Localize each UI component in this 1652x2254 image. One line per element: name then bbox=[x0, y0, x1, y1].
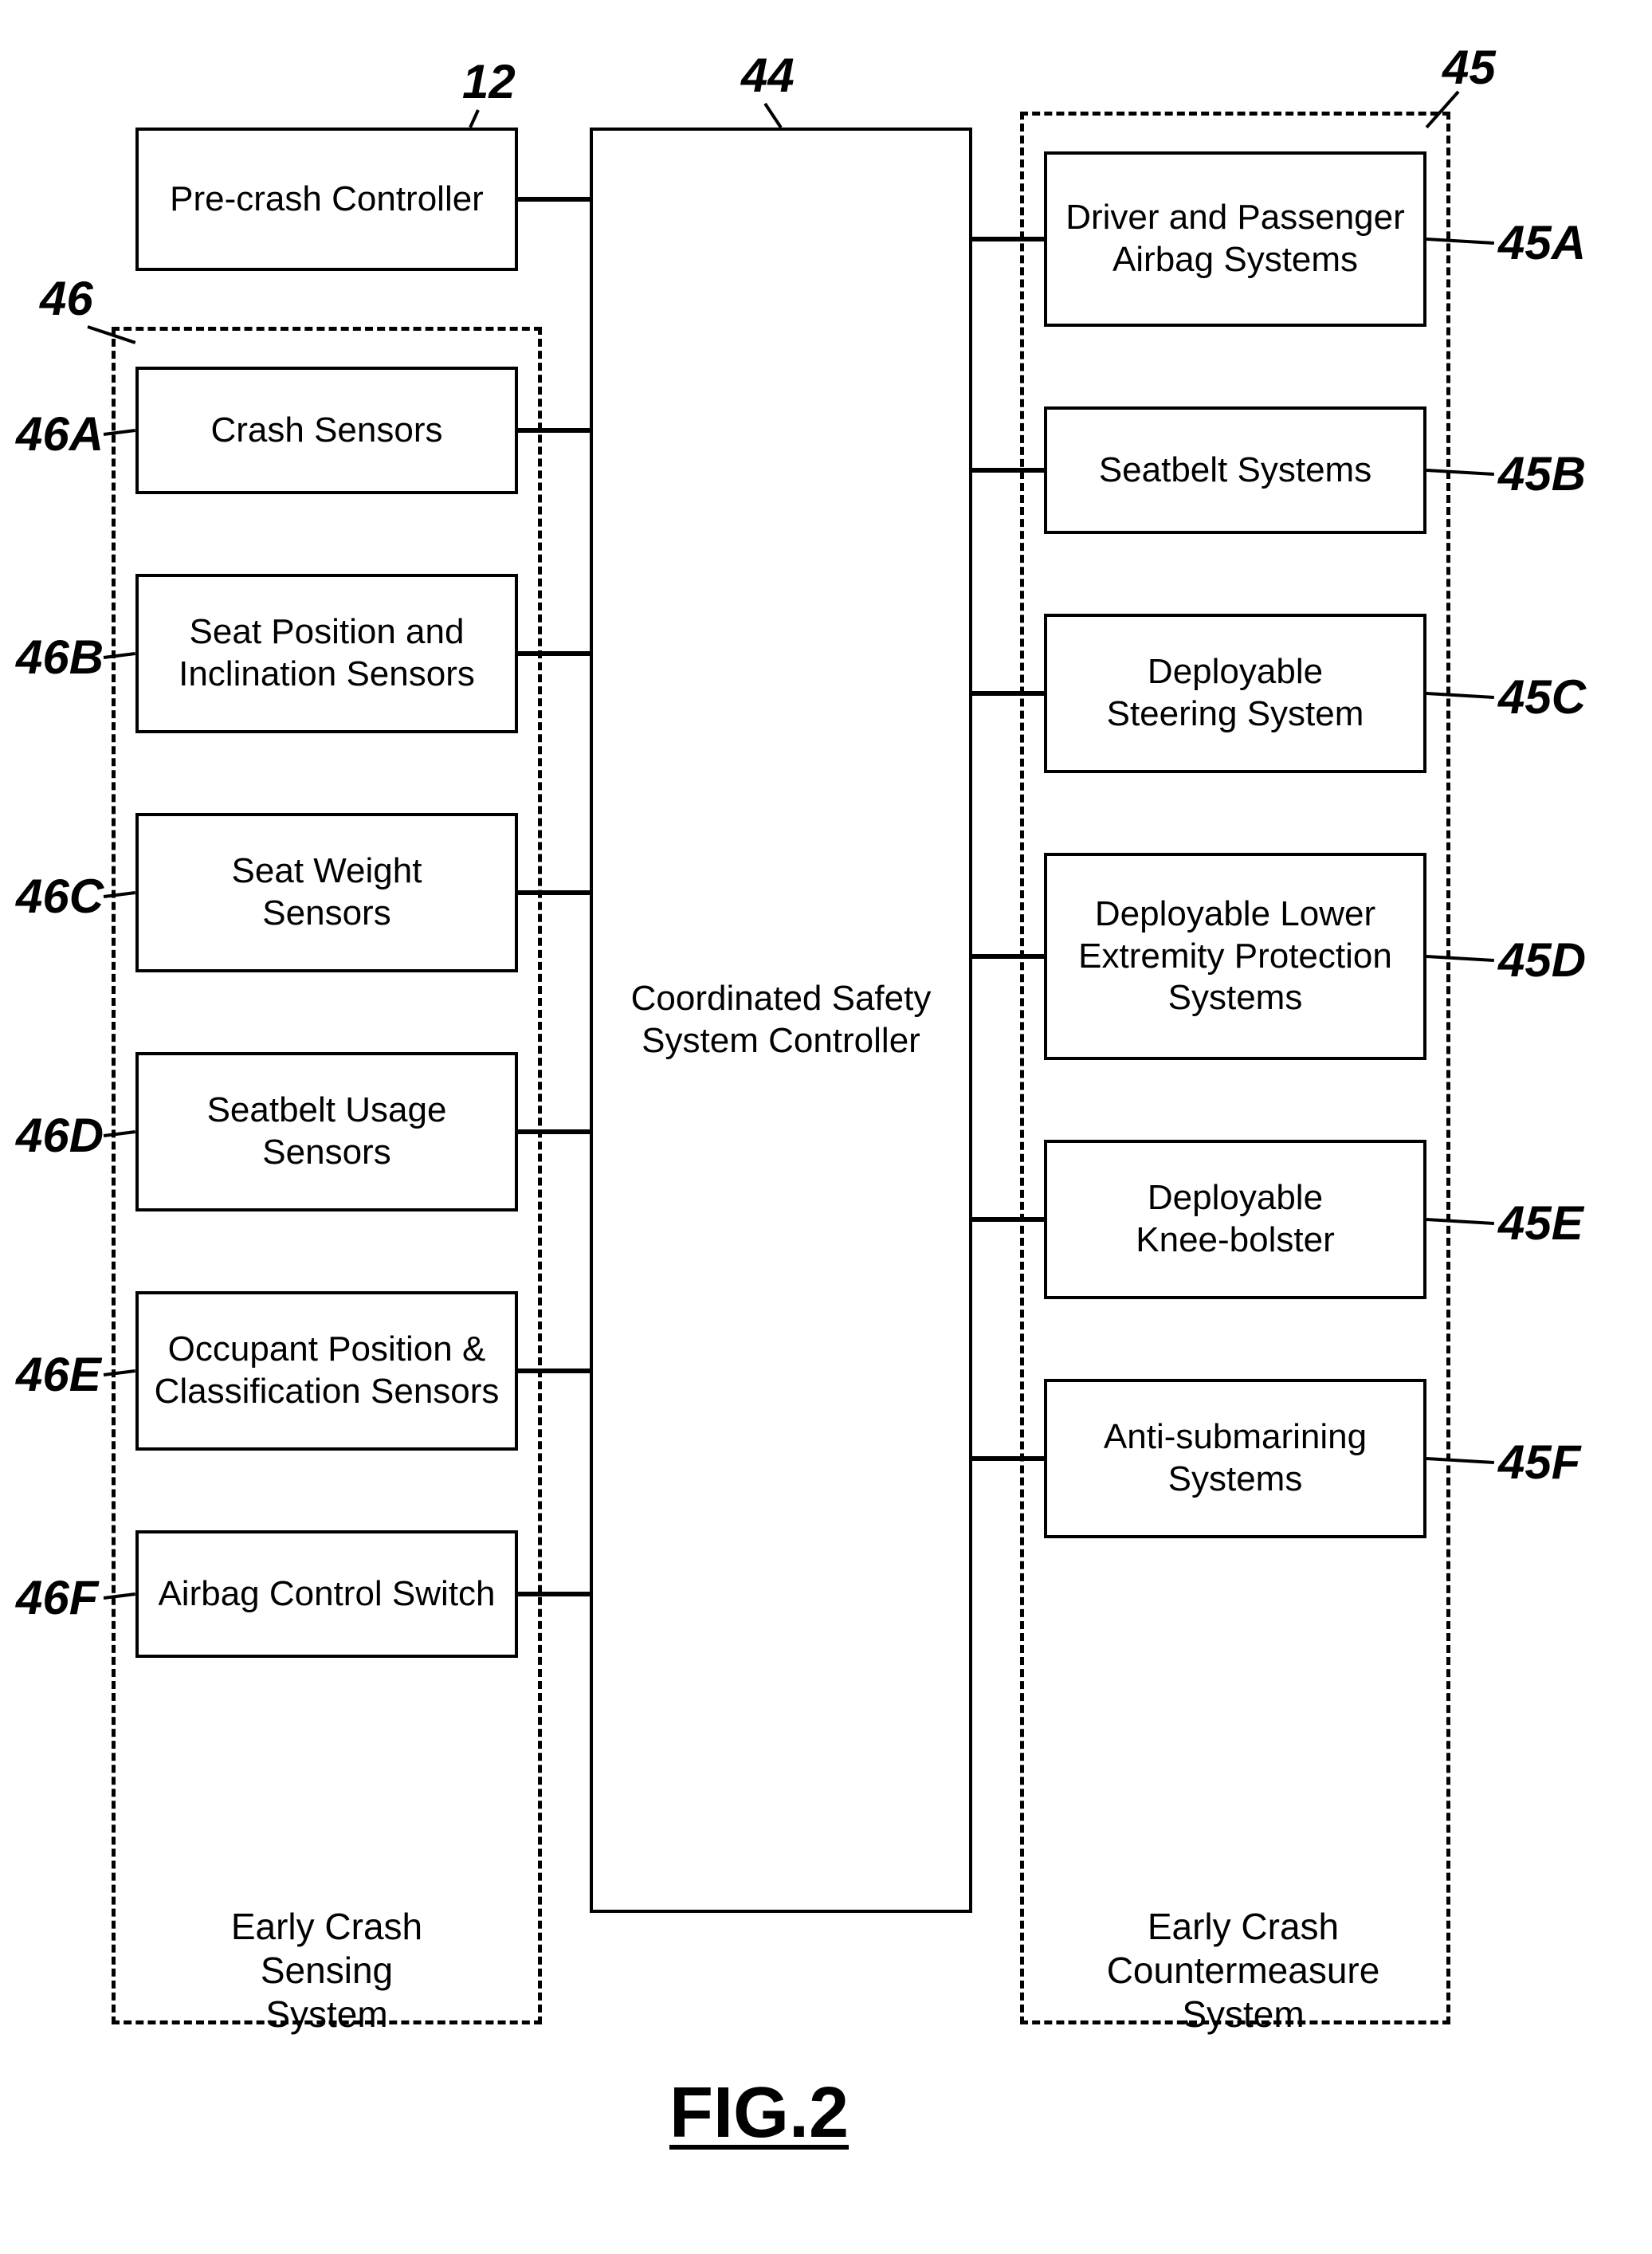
sensor-box-46C: Seat WeightSensors bbox=[135, 813, 518, 972]
counter-connector-45F bbox=[972, 1456, 1044, 1461]
countermeasure-system-ref: 45 bbox=[1442, 40, 1496, 95]
sensor-ref-46D: 46D bbox=[16, 1108, 104, 1163]
block-diagram: Coordinated SafetySystem Controller 44 Pre… bbox=[32, 32, 1620, 2222]
figure-label: FIG.2 bbox=[669, 2072, 849, 2154]
sensor-ref-46E: 46E bbox=[16, 1347, 101, 1402]
counter-connector-45A bbox=[972, 237, 1044, 242]
counter-connector-45D bbox=[972, 954, 1044, 959]
sensor-connector-46C bbox=[518, 890, 590, 895]
counter-box-45E: DeployableKnee-bolster bbox=[1044, 1140, 1426, 1299]
counter-box-45D: Deployable LowerExtremity ProtectionSyst… bbox=[1044, 853, 1426, 1060]
counter-ref-45B: 45B bbox=[1498, 446, 1586, 501]
counter-ref-45A: 45A bbox=[1498, 215, 1586, 270]
counter-ref-45C: 45C bbox=[1498, 670, 1586, 724]
sensor-connector-46E bbox=[518, 1368, 590, 1373]
precrash-ref: 12 bbox=[462, 54, 516, 109]
sensor-connector-46F bbox=[518, 1592, 590, 1596]
controller-ref-lead bbox=[763, 103, 782, 128]
counter-connector-45B bbox=[972, 468, 1044, 473]
counter-box-45A: Driver and PassengerAirbag Systems bbox=[1044, 151, 1426, 327]
sensor-ref-46A: 46A bbox=[16, 406, 104, 461]
precrash-connector bbox=[518, 197, 590, 202]
counter-connector-45E bbox=[972, 1217, 1044, 1222]
sensing-system-ref: 46 bbox=[40, 271, 93, 326]
counter-ref-45F: 45F bbox=[1498, 1435, 1580, 1490]
countermeasure-system-label: Early CrashCountermeasure System bbox=[1044, 1905, 1442, 2037]
counter-box-45B: Seatbelt Systems bbox=[1044, 406, 1426, 534]
sensor-ref-46C: 46C bbox=[16, 869, 104, 924]
precrash-ref-lead bbox=[469, 109, 480, 128]
sensor-box-46E: Occupant Position &Classification Sensor… bbox=[135, 1291, 518, 1451]
sensor-connector-46D bbox=[518, 1129, 590, 1134]
counter-box-45F: Anti-submariningSystems bbox=[1044, 1379, 1426, 1538]
counter-ref-45D: 45D bbox=[1498, 933, 1586, 988]
sensor-box-46A: Crash Sensors bbox=[135, 367, 518, 494]
counter-connector-45C bbox=[972, 691, 1044, 696]
sensor-connector-46A bbox=[518, 428, 590, 433]
counter-box-45C: DeployableSteering System bbox=[1044, 614, 1426, 773]
sensor-box-46B: Seat Position andInclination Sensors bbox=[135, 574, 518, 733]
precrash-box: Pre-crash Controller bbox=[135, 128, 518, 271]
sensor-box-46D: Seatbelt UsageSensors bbox=[135, 1052, 518, 1211]
sensing-system-label: Early CrashSensing System bbox=[207, 1905, 446, 2037]
sensor-ref-46F: 46F bbox=[16, 1570, 98, 1625]
sensor-box-46F: Airbag Control Switch bbox=[135, 1530, 518, 1658]
controller-box: Coordinated SafetySystem Controller bbox=[590, 128, 972, 1913]
sensor-connector-46B bbox=[518, 651, 590, 656]
countermeasure-system-box bbox=[1020, 112, 1450, 2024]
controller-ref: 44 bbox=[741, 48, 795, 103]
sensor-ref-46B: 46B bbox=[16, 630, 104, 685]
counter-ref-45E: 45E bbox=[1498, 1196, 1583, 1251]
